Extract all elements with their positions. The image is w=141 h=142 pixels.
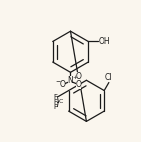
Text: OH: OH — [99, 37, 110, 46]
Text: F: F — [53, 94, 57, 100]
Text: F: F — [53, 104, 57, 110]
Text: +: + — [72, 75, 77, 80]
Text: O: O — [76, 72, 81, 81]
Text: Cl: Cl — [105, 73, 113, 82]
Text: −: − — [56, 79, 61, 84]
Text: F: F — [53, 99, 57, 105]
Text: N: N — [68, 76, 73, 85]
Text: O: O — [60, 80, 65, 89]
Text: O: O — [76, 80, 81, 89]
Text: C: C — [59, 99, 63, 104]
